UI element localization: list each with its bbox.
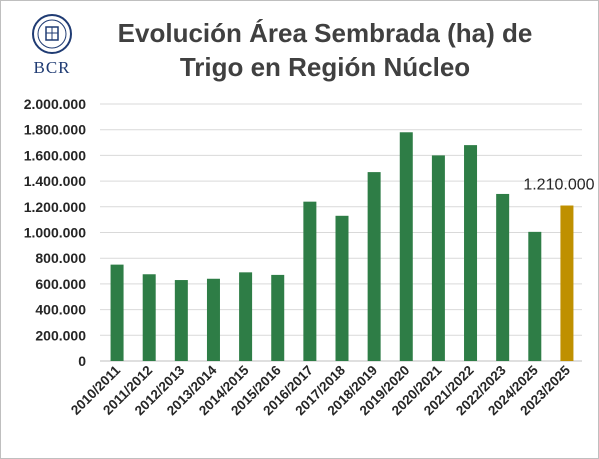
y-tick-label: 1.400.000 — [24, 173, 86, 189]
bar — [174, 280, 188, 361]
chart-title: Evolución Área Sembrada (ha) de Trigo en… — [90, 16, 560, 84]
bcr-logo: BCR — [22, 12, 82, 78]
bar — [560, 205, 574, 361]
x-axis-ticks: 2010/20112011/20122012/20132013/20142014… — [68, 362, 573, 418]
bar — [110, 264, 124, 361]
bar — [206, 278, 220, 361]
y-tick-label: 1.800.000 — [24, 122, 86, 138]
y-tick-label: 200.000 — [35, 327, 86, 343]
bar — [142, 274, 156, 361]
y-tick-label: 1.000.000 — [24, 225, 86, 241]
y-tick-label: 800.000 — [35, 250, 86, 266]
y-tick-label: 600.000 — [35, 276, 86, 292]
bcr-seal-icon — [32, 14, 72, 54]
bar — [496, 193, 510, 361]
bar — [335, 215, 349, 361]
y-axis-ticks: 0 200.000 400.000 600.000 800.000 1.000.000 1.… — [24, 96, 87, 369]
y-tick-label: 1.600.000 — [24, 147, 86, 163]
bar — [528, 231, 542, 361]
data-labels: 1.210.000 — [523, 177, 594, 194]
y-tick-label: 2.000.000 — [24, 96, 86, 112]
bar — [239, 272, 253, 361]
bars — [110, 132, 574, 361]
bar — [464, 145, 478, 361]
bar — [271, 274, 285, 361]
bar — [431, 155, 445, 361]
logo-text: BCR — [33, 58, 71, 77]
bar — [367, 172, 381, 361]
title-line-1: Evolución Área Sembrada (ha) de — [117, 18, 533, 48]
y-tick-label: 400.000 — [35, 302, 86, 318]
y-tick-label: 1.200.000 — [24, 199, 86, 215]
title-line-2: Trigo en Región Núcleo — [179, 52, 471, 82]
data-label: 1.210.000 — [523, 177, 594, 194]
bar — [303, 201, 317, 361]
bar — [399, 132, 413, 361]
y-tick-label: 0 — [78, 353, 86, 369]
